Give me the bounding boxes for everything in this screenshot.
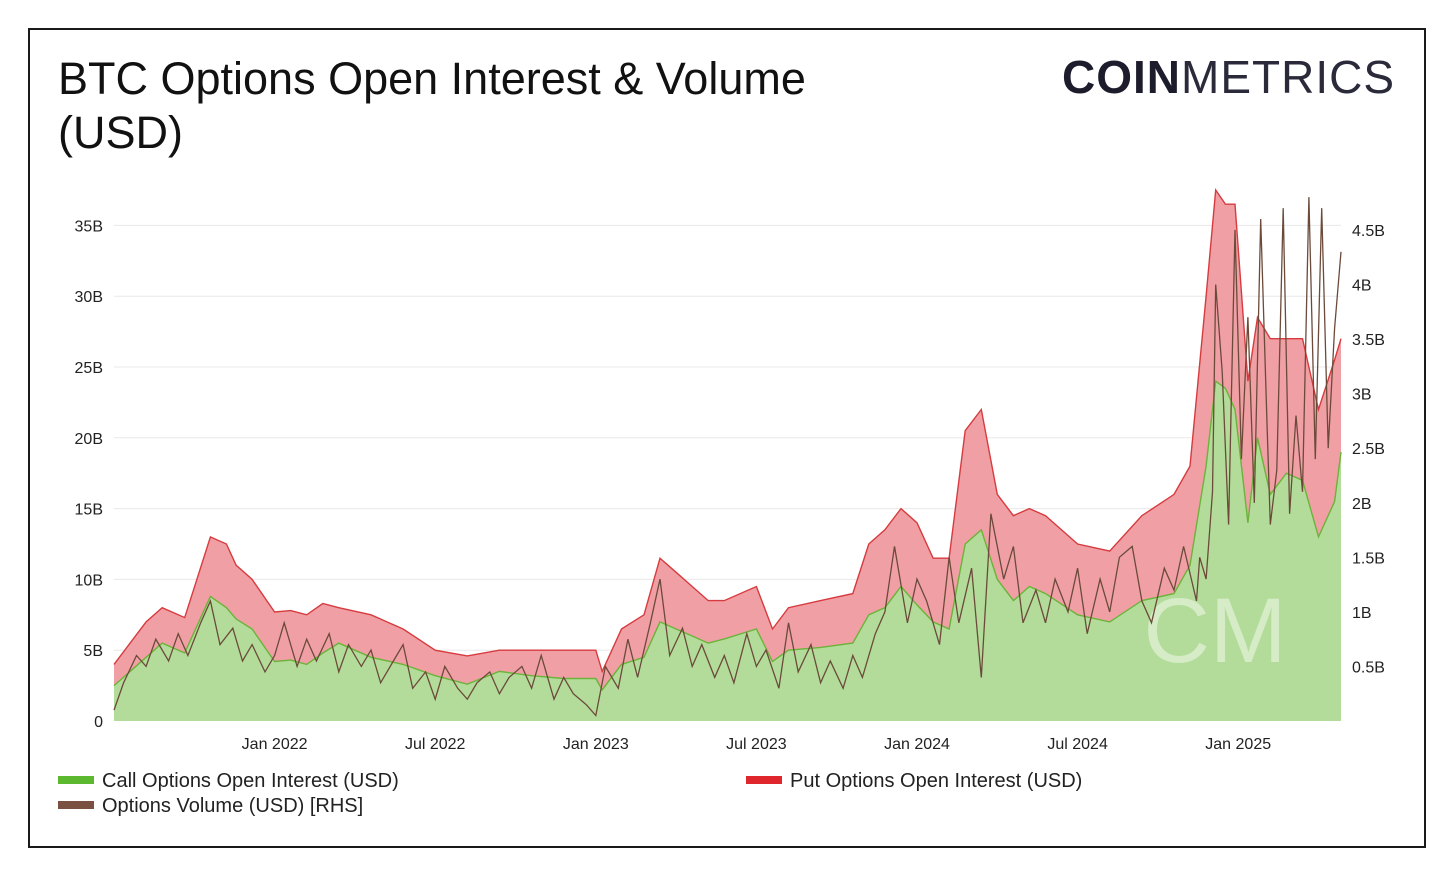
x-tick-label: Jul 2024	[1047, 736, 1108, 753]
cm-watermark: CM	[1143, 580, 1286, 682]
legend-volume-label: Options Volume (USD) [RHS]	[102, 795, 364, 817]
legend-volume-swatch	[58, 800, 94, 809]
x-axis-ticks: Jan 2022 Jul 2022 Jan 2023 Jul 2023 Jan 2024…	[242, 736, 1272, 753]
left-tick-label: 30B	[75, 289, 103, 306]
right-tick-label: 3.5B	[1352, 332, 1385, 349]
legend-call-swatch	[58, 775, 94, 784]
left-axis-ticks: 0 5B 10B 15B 20B 25B 30B 35B	[75, 218, 104, 731]
right-tick-label: 4.5B	[1352, 223, 1385, 240]
legend-call: Call Options Open Interest (USD)	[58, 770, 399, 793]
legend-call-label: Call Options Open Interest (USD)	[102, 770, 399, 792]
x-tick-label: Jul 2023	[726, 736, 787, 753]
legend-put-swatch	[746, 775, 782, 784]
left-tick-label: 0	[94, 714, 103, 731]
right-tick-label: 2.5B	[1352, 441, 1385, 458]
right-tick-label: 2B	[1352, 496, 1372, 513]
legend-put-label: Put Options Open Interest (USD)	[790, 770, 1083, 792]
legend-put: Put Options Open Interest (USD)	[746, 770, 1082, 793]
left-tick-label: 35B	[75, 218, 103, 235]
coinmetrics-logo: COINMETRICS	[1062, 52, 1395, 102]
left-tick-label: 10B	[75, 572, 103, 589]
right-tick-label: 4B	[1352, 278, 1372, 295]
x-tick-label: Jan 2025	[1205, 736, 1271, 753]
x-tick-label: Jul 2022	[405, 736, 466, 753]
chart-title: BTC Options Open Interest & Volume (USD)	[58, 53, 806, 158]
left-tick-label: 25B	[75, 360, 103, 377]
x-tick-label: Jan 2023	[563, 736, 629, 753]
call-oi-area	[114, 381, 1341, 721]
x-tick-label: Jan 2022	[242, 736, 308, 753]
right-tick-label: 3B	[1352, 387, 1372, 404]
legend-volume: Options Volume (USD) [RHS]	[58, 795, 363, 818]
volume-line	[113, 197, 1342, 717]
left-tick-label: 20B	[75, 431, 103, 448]
left-tick-label: 5B	[83, 643, 103, 660]
right-tick-label: 1B	[1352, 605, 1372, 622]
left-tick-label: 15B	[75, 502, 103, 519]
logo-coin-text: COIN	[1062, 51, 1181, 103]
x-tick-label: Jan 2024	[884, 736, 950, 753]
call-oi-line	[113, 379, 1342, 692]
right-tick-label: 0.5B	[1352, 659, 1385, 676]
right-tick-label: 1.5B	[1352, 550, 1385, 567]
logo-metrics-text: METRICS	[1181, 51, 1395, 103]
put-oi-line	[113, 187, 1342, 674]
right-axis-ticks: 0.5B 1B 1.5B 2B 2.5B 3B 3.5B 4B 4.5B	[1352, 223, 1385, 676]
